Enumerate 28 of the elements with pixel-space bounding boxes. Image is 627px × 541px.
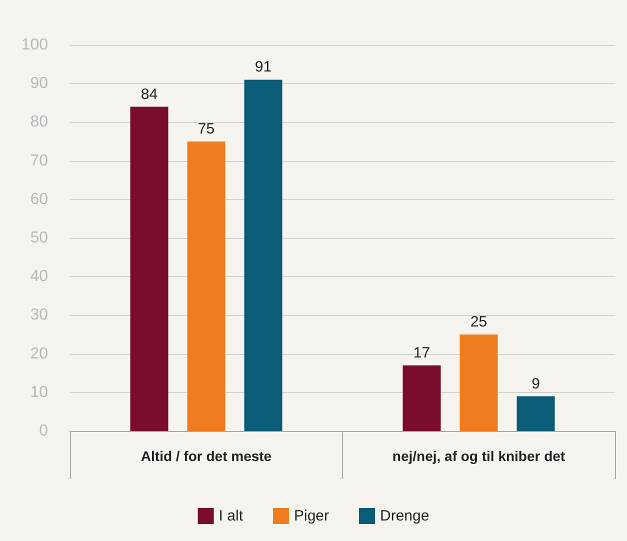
bar: [460, 334, 498, 431]
data-label: 75: [198, 120, 215, 138]
bar: [244, 80, 282, 431]
y-tick-label: 100: [21, 36, 48, 54]
x-tick-label: nej/nej, af og til kniber det: [392, 448, 566, 464]
y-tick-label: 70: [30, 152, 48, 170]
y-tick-label: 0: [39, 422, 48, 440]
y-tick-label: 60: [30, 190, 48, 208]
legend-label: I alt: [218, 508, 244, 524]
data-label: 91: [254, 58, 272, 76]
bar: [516, 396, 555, 431]
data-label: 17: [413, 344, 430, 362]
y-tick-label: 30: [30, 306, 48, 324]
y-tick-label: 10: [30, 384, 48, 401]
y-tick-label: 80: [30, 114, 48, 131]
bar: [187, 142, 226, 431]
legend-label: Drenge: [380, 508, 430, 524]
data-label: 25: [470, 314, 488, 330]
data-label: 9: [532, 375, 540, 392]
data-label: 84: [140, 86, 158, 103]
y-tick-label: 40: [30, 268, 48, 286]
bar: [402, 365, 441, 431]
y-tick-label: 20: [30, 345, 48, 362]
legend-label: Piger: [294, 508, 330, 524]
x-tick-label: Altid / for det meste: [140, 448, 272, 464]
y-tick-label: 90: [30, 75, 48, 92]
bar: [130, 106, 168, 431]
y-tick-label: 50: [30, 230, 48, 246]
